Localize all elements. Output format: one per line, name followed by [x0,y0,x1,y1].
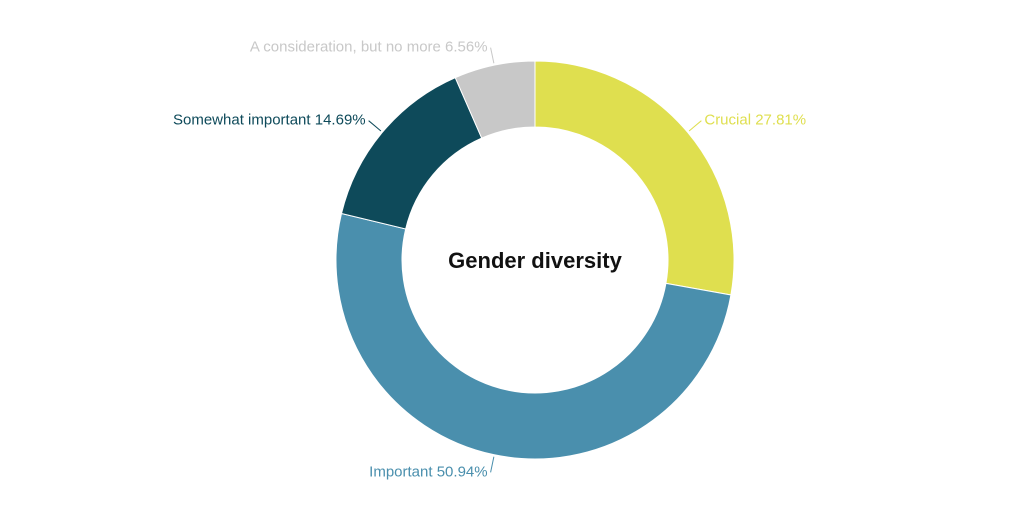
leader-line [490,456,495,473]
label-value: 6.56% [445,39,488,56]
label-value: 14.69% [315,112,366,129]
chart-title: Gender diversity [448,248,622,273]
data-label: A consideration, but no more 6.56% [250,39,488,56]
donut-slice [534,60,735,296]
data-label: Important 50.94% [369,463,487,480]
data-label: Somewhat important 14.69% [173,112,366,129]
label-category: Somewhat important [173,112,311,129]
donut-slice [335,212,732,460]
label-value: 50.94% [437,463,488,480]
leader-line [688,120,702,132]
leader-line [368,120,382,132]
label-category: Important [369,463,433,480]
label-value: 27.81% [755,112,806,129]
label-category: A consideration, but no more [250,39,441,56]
label-category: Crucial [704,112,751,129]
leader-line [490,47,495,64]
data-label: Crucial 27.81% [704,112,806,129]
donut-slice [340,77,483,230]
donut-slice [454,60,536,139]
